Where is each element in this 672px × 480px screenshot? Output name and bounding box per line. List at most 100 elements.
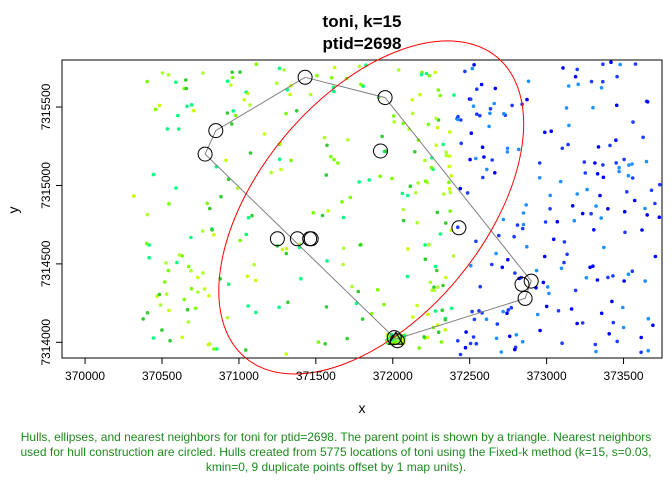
location-point [244,232,249,237]
location-point [463,345,468,350]
neighbor-circle [297,69,313,85]
location-point [390,176,394,181]
location-point [463,69,467,74]
location-point [428,280,433,285]
location-point [443,318,448,322]
location-point [332,89,336,94]
location-point [410,98,415,102]
location-point [560,146,565,151]
location-point [438,232,443,236]
location-point [599,216,603,220]
location-point [575,321,579,326]
location-point [479,82,484,87]
location-point [411,315,415,319]
location-point [288,92,292,97]
location-point [439,340,444,344]
location-point [592,228,596,232]
location-point [545,285,550,289]
location-point [580,211,585,216]
location-point [599,86,604,90]
location-point [230,122,234,126]
location-point [231,109,236,113]
location-point [651,323,655,328]
x-tick-label: 371000 [219,369,259,383]
location-point [507,334,512,339]
location-point [433,309,438,313]
location-point [341,246,346,251]
location-point [657,182,662,187]
location-point [443,327,448,332]
location-point [359,82,363,87]
x-tick-label: 370000 [65,369,105,383]
location-point [469,263,473,268]
location-point [567,123,571,128]
location-point [316,340,321,344]
location-point [542,254,547,259]
location-point [649,188,654,193]
location-point [436,330,441,335]
location-point [147,255,151,260]
location-point [311,211,316,215]
location-point [423,257,428,262]
location-point [320,213,325,218]
location-point [559,266,564,271]
location-point [229,83,233,87]
location-point [630,162,634,166]
location-point [396,340,401,344]
location-point [164,261,168,265]
location-point [425,335,430,340]
location-point [410,111,415,116]
location-point [322,135,327,140]
neighbor-circle [303,231,319,247]
location-point [510,103,514,108]
location-point [180,335,184,340]
location-point [456,339,460,343]
location-point [585,187,589,192]
location-point [458,186,463,191]
location-point [329,154,333,159]
location-point [490,158,495,162]
location-point [254,310,258,315]
location-point [433,70,437,75]
location-point [566,84,571,88]
location-point [206,342,211,347]
location-point [416,181,421,185]
location-point [294,109,299,113]
location-point [474,239,478,244]
location-point [623,230,627,235]
location-point [269,170,274,175]
location-point [243,348,248,352]
location-point [184,78,188,82]
location-point [392,120,396,124]
location-point [225,315,230,320]
location-point [423,158,427,163]
location-point [565,252,569,257]
location-point [594,204,598,208]
location-point [458,352,463,357]
location-point [447,130,452,134]
location-point [189,103,194,107]
location-point [382,302,386,307]
location-point [132,194,136,198]
location-point [357,180,362,184]
location-point [435,210,440,215]
x-tick-label: 373000 [527,369,567,383]
location-point [284,246,289,251]
location-point [444,275,448,280]
location-point [626,272,631,277]
location-point [341,215,346,220]
location-point [426,122,431,127]
location-point [494,251,498,256]
location-point [378,174,383,179]
location-point [472,317,477,322]
x-tick-label: 372500 [450,369,490,383]
location-point [286,300,290,305]
location-point [572,218,577,223]
location-point [444,153,449,158]
location-point [423,243,427,247]
location-point [176,127,181,131]
x-tick-label: 370500 [142,369,182,383]
location-point [611,274,615,278]
location-point [548,193,552,198]
